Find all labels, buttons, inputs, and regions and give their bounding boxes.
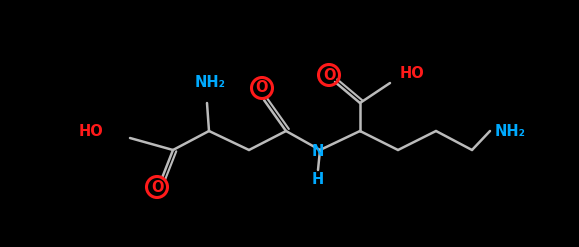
- Text: O: O: [323, 67, 335, 82]
- Text: H: H: [312, 172, 324, 187]
- Text: HO: HO: [78, 124, 103, 140]
- Text: N: N: [312, 144, 324, 160]
- Text: NH₂: NH₂: [495, 124, 526, 139]
- Text: NH₂: NH₂: [195, 75, 225, 90]
- Text: O: O: [256, 81, 268, 96]
- Text: O: O: [151, 180, 163, 194]
- Text: HO: HO: [400, 66, 425, 82]
